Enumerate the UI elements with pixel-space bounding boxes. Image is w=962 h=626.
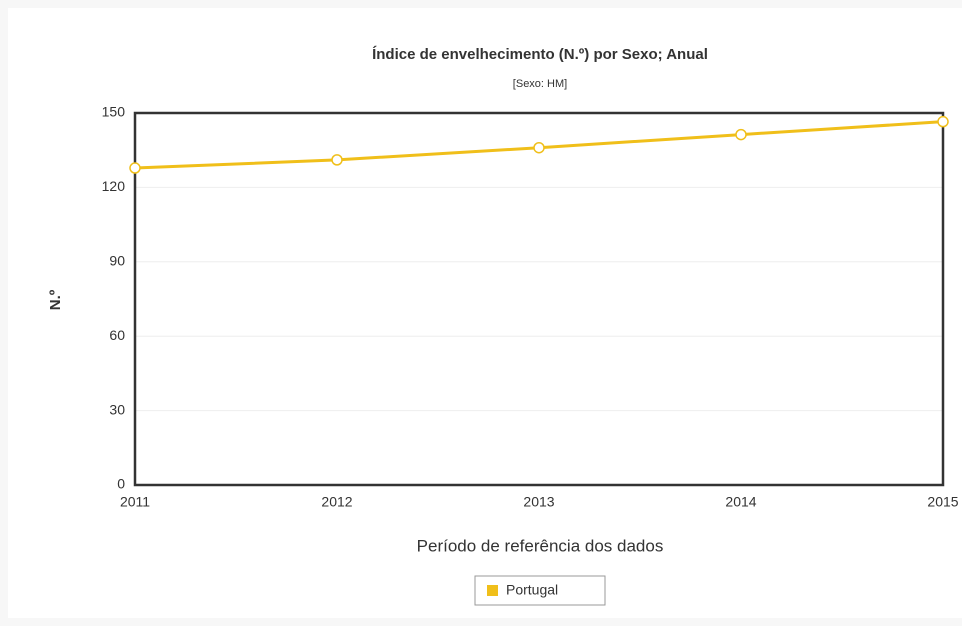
y-tick-label: 60 (109, 327, 125, 343)
y-tick-label: 90 (109, 253, 125, 269)
chart-title: Índice de envelhecimento (N.º) por Sexo;… (372, 46, 708, 63)
point-marker (331, 154, 343, 166)
point-marker (533, 141, 545, 154)
x-tick-label: 2012 (321, 494, 352, 510)
legend-swatch (487, 585, 498, 596)
y-axis-label: N.º (47, 289, 64, 310)
legend-label: Portugal (506, 582, 558, 598)
chart-subtitle: [Sexo: HM] (513, 78, 567, 90)
y-tick-label: 30 (109, 401, 125, 417)
x-tick-label: 2014 (725, 494, 756, 510)
x-tick-label: 2013 (523, 494, 554, 510)
plot-border (133, 111, 945, 487)
point-marker (129, 162, 141, 174)
y-tick-label: 150 (102, 104, 126, 120)
x-tick-label: 2011 (120, 494, 150, 510)
x-tick-label: 2015 (927, 494, 958, 510)
point-marker (735, 128, 747, 141)
y-tick-label: 0 (117, 476, 125, 492)
x-axis-label: Período de referência dos dados (417, 536, 664, 555)
chart-panel (8, 8, 962, 618)
y-tick-label: 120 (102, 178, 126, 194)
point-marker (937, 115, 949, 128)
